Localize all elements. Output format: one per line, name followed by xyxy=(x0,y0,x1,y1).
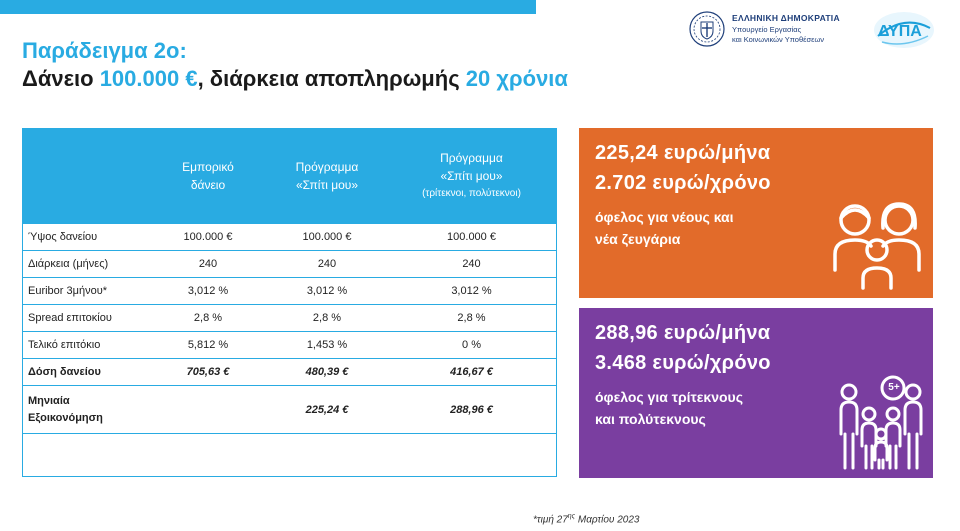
table-row: Spread επιτοκίου 2,8 % 2,8 % 2,8 % xyxy=(22,304,557,332)
cell-value: 5,812 % xyxy=(148,331,268,359)
table-row: Euribor 3μήνου* 3,012 % 3,012 % 3,012 % xyxy=(22,277,557,305)
row-label-line: Εξοικονόμηση xyxy=(28,411,103,424)
subtitle-text-a: Δάνειο xyxy=(22,66,100,91)
benefit-desc-line2: νέα ζευγάρια xyxy=(595,231,681,247)
cell-value: 100.000 € xyxy=(268,224,386,251)
benefit-desc-line1: όφελος για νέους και xyxy=(595,209,734,225)
gov-title: ΕΛΛΗΝΙΚΗ ΔΗΜΟΚΡΑΤΙΑ xyxy=(732,13,840,23)
dypa-text: ΔΥΠΑ xyxy=(878,23,922,40)
footnote-suffix: Μαρτίου 2023 xyxy=(575,514,640,526)
cell-value: 2,8 % xyxy=(386,304,557,332)
footnote-sup: ης xyxy=(567,513,576,520)
dypa-logo-icon xyxy=(874,12,934,48)
header-line: Πρόγραμμα xyxy=(440,151,503,165)
header-line: Πρόγραμμα xyxy=(295,160,359,174)
loan-comparison-table: Εμπορικό δάνειο Πρόγραμμα «Σπίτι μου» Πρ… xyxy=(22,128,557,434)
monthly-benefit: 288,96 ευρώ/μήνα xyxy=(595,322,771,344)
header-line: Εμπορικό xyxy=(182,160,234,174)
row-label: Δόση δανείου xyxy=(22,358,148,386)
row-label-line: Μηνιαία xyxy=(28,394,70,407)
cell-value xyxy=(148,385,268,434)
benefit-box-large-families: 288,96 ευρώ/μήνα 3.468 ευρώ/χρόνο όφελος… xyxy=(579,308,933,478)
cell-value: 0 % xyxy=(386,331,557,359)
benefit-box-young: 225,24 ευρώ/μήνα 2.702 ευρώ/χρόνο όφελος… xyxy=(579,128,933,298)
loan-years: 20 χρόνια xyxy=(465,66,568,91)
loan-amount: 100.000 € xyxy=(99,66,198,91)
header-line-small: (τρίτεκνοι, πολύτεκνοι) xyxy=(422,188,521,199)
table-row: Διάρκεια (μήνες) 240 240 240 xyxy=(22,250,557,278)
family-icon xyxy=(833,202,921,290)
header-commercial-loan: Εμπορικό δάνειο xyxy=(148,128,268,224)
ministry-line2: και Κοινωνικών Υποθέσεων xyxy=(732,35,825,44)
cell-value: 705,63 € xyxy=(148,358,268,386)
footnote-prefix: *τιμή 27 xyxy=(533,514,568,526)
monthly-benefit: 225,24 ευρώ/μήνα xyxy=(595,142,771,164)
cell-value: 3,012 % xyxy=(268,277,386,305)
cell-value: 416,67 € xyxy=(386,358,557,386)
cell-value: 100.000 € xyxy=(386,224,557,251)
cell-value: 480,39 € xyxy=(268,358,386,386)
footnote: *τιμή 27ης Μαρτίου 2023 xyxy=(533,513,639,525)
table-row: Ύψος δανείου 100.000 € 100.000 € 100.000… xyxy=(22,224,557,251)
top-accent-bar xyxy=(0,0,536,14)
cell-value: 2,8 % xyxy=(268,304,386,332)
row-label: Ύψος δανείου xyxy=(22,224,148,251)
cell-value: 240 xyxy=(268,250,386,278)
greek-emblem-icon xyxy=(689,11,725,47)
header-cell-empty xyxy=(22,128,148,224)
table-header-row: Εμπορικό δάνειο Πρόγραμμα «Σπίτι μου» Πρ… xyxy=(22,128,557,224)
cell-value: 1,453 % xyxy=(268,331,386,359)
row-label: Τελικό επιτόκιο xyxy=(22,331,148,359)
large-family-icon xyxy=(839,375,923,470)
cell-value: 240 xyxy=(148,250,268,278)
government-logo: ΕΛΛΗΝΙΚΗ ΔΗΜΟΚΡΑΤΙΑ Υπουργείο Εργασίας κ… xyxy=(688,10,868,50)
benefit-desc-line2: και πολύτεκνους xyxy=(595,411,706,427)
ministry-line1: Υπουργείο Εργασίας xyxy=(732,25,802,34)
table-row: Τελικό επιτόκιο 5,812 % 1,453 % 0 % xyxy=(22,331,557,359)
row-label: Μηνιαία Εξοικονόμηση xyxy=(22,385,148,434)
cell-value: 3,012 % xyxy=(386,277,557,305)
table-row: Μηνιαία Εξοικονόμηση 225,24 € 288,96 € xyxy=(22,385,557,434)
header-line: δάνειο xyxy=(190,178,226,192)
header-spiti-mou: Πρόγραμμα «Σπίτι μου» xyxy=(268,128,386,224)
row-label: Spread επιτοκίου xyxy=(22,304,148,332)
dypa-logo: ΔΥΠΑ xyxy=(872,10,936,50)
badge-5plus: 5+ xyxy=(888,382,900,393)
yearly-benefit: 2.702 ευρώ/χρόνο xyxy=(595,172,771,194)
benefit-desc-line1: όφελος για τρίτεκνους xyxy=(595,389,743,405)
row-label: Διάρκεια (μήνες) xyxy=(22,250,148,278)
page-title: Παράδειγμα 2ο: xyxy=(22,38,187,63)
header-line: «Σπίτι μου» xyxy=(295,178,359,192)
subtitle-text-b: , διάρκεια αποπληρωμής xyxy=(197,66,466,91)
header-line: «Σπίτι μου» xyxy=(440,169,503,183)
cell-value: 225,24 € xyxy=(268,385,386,434)
cell-value: 240 xyxy=(386,250,557,278)
cell-value: 100.000 € xyxy=(148,224,268,251)
cell-value: 3,012 % xyxy=(148,277,268,305)
cell-value: 288,96 € xyxy=(386,385,557,434)
yearly-benefit: 3.468 ευρώ/χρόνο xyxy=(595,352,771,374)
header-spiti-mou-large-families: Πρόγραμμα «Σπίτι μου» (τρίτεκνοι, πολύτε… xyxy=(386,128,557,224)
table-row: Δόση δανείου 705,63 € 480,39 € 416,67 € xyxy=(22,358,557,386)
cell-value: 2,8 % xyxy=(148,304,268,332)
row-label: Euribor 3μήνου* xyxy=(22,277,148,305)
page-subtitle: Δάνειο 100.000 €, διάρκεια αποπληρωμής 2… xyxy=(22,66,568,92)
